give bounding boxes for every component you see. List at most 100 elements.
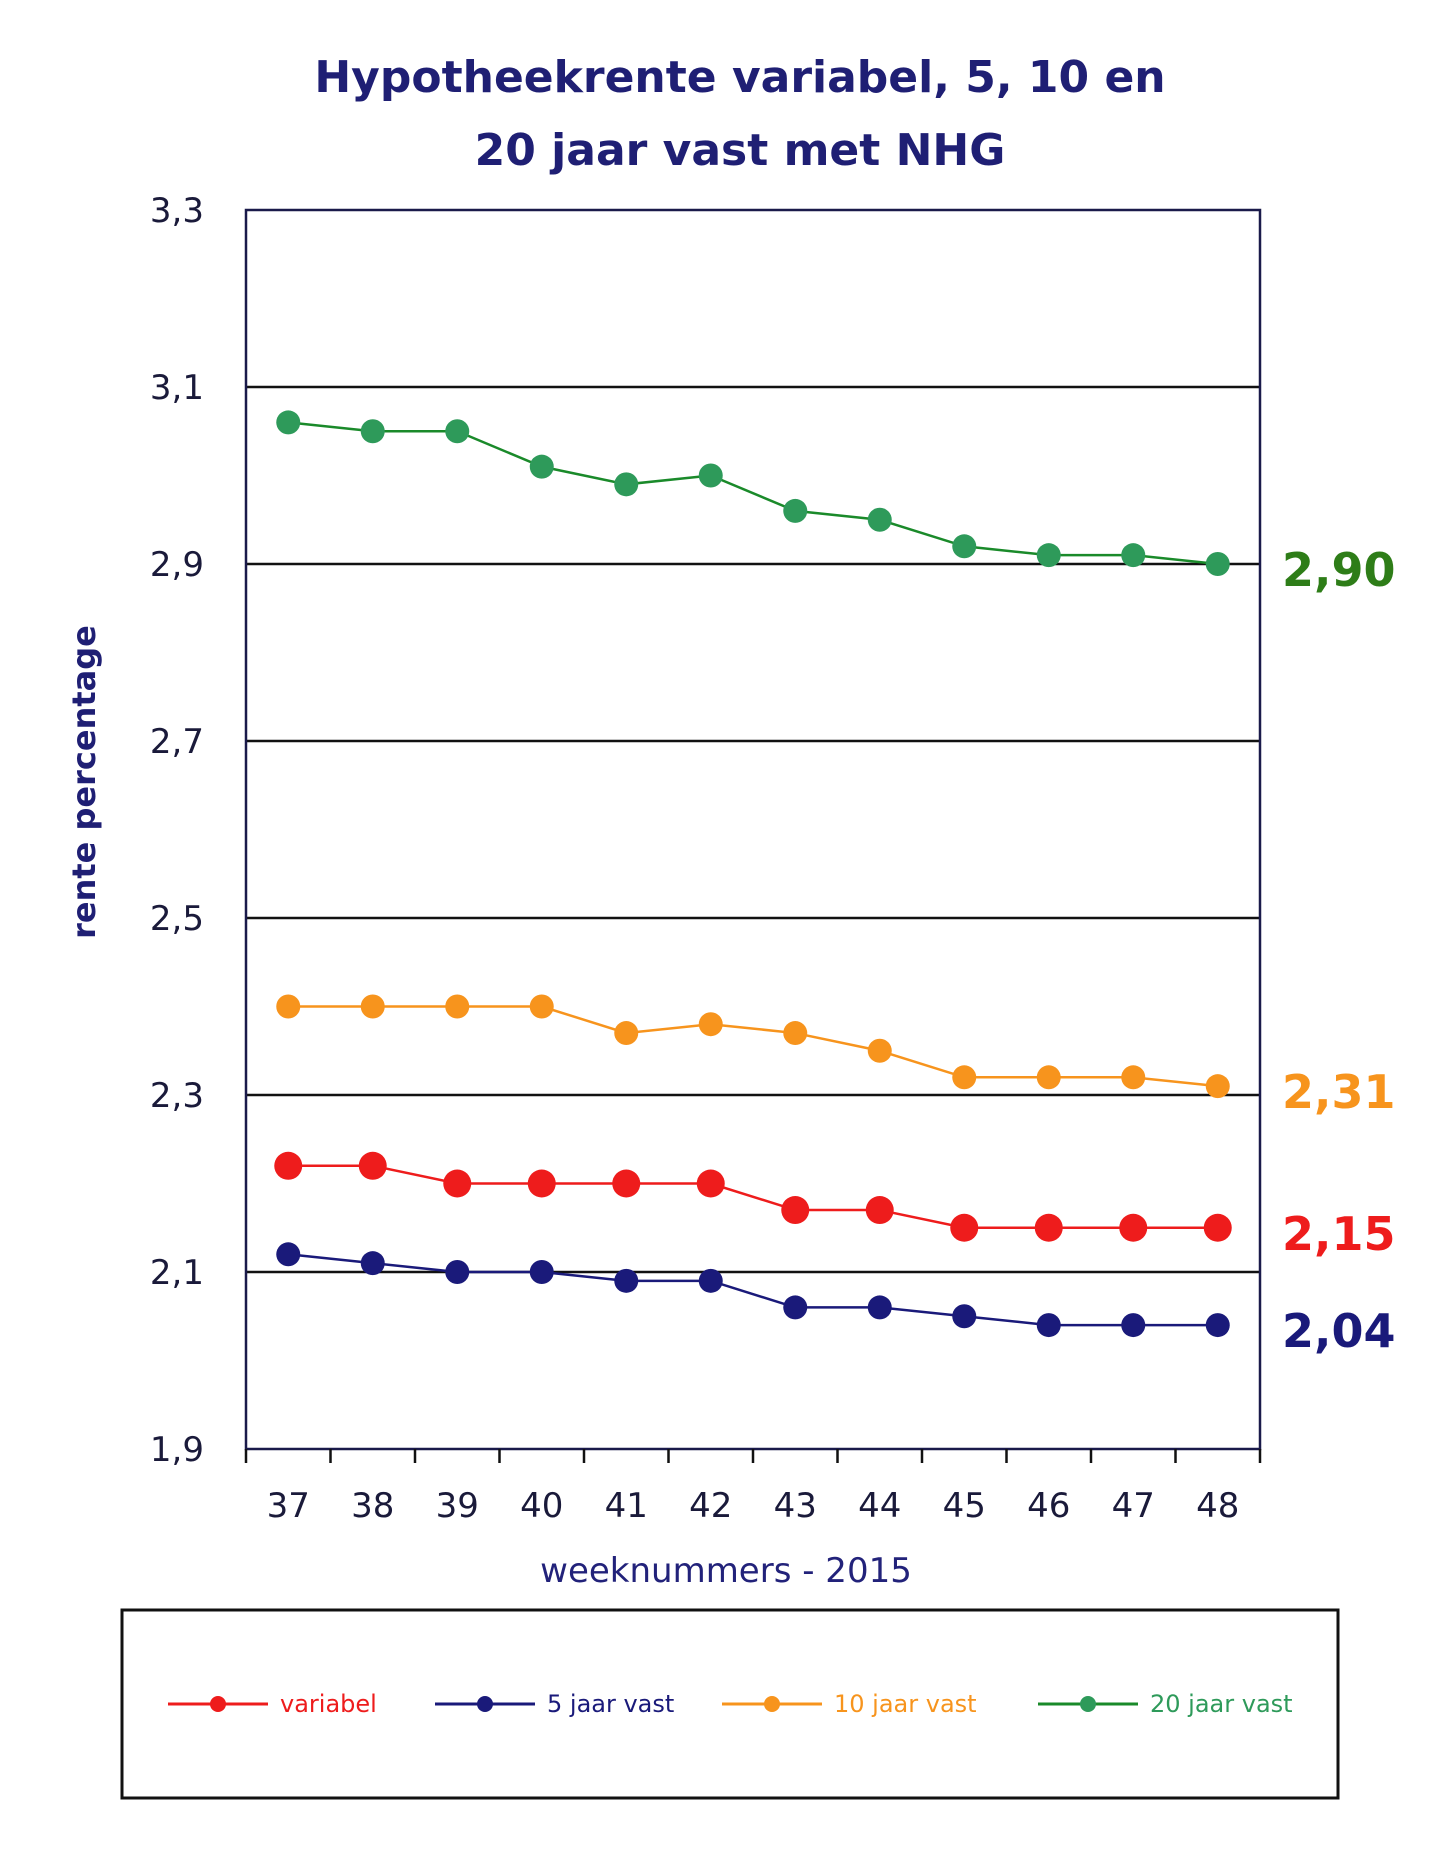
x-tick-label: 46 <box>1027 1486 1070 1526</box>
data-point <box>783 498 808 523</box>
y-tick-label: 2,9 <box>150 545 204 585</box>
data-point <box>1121 543 1146 568</box>
data-point <box>865 1196 894 1225</box>
end-value-label: 2,15 <box>1282 1207 1396 1261</box>
data-point <box>952 1065 977 1090</box>
data-point <box>698 1012 723 1037</box>
series-line <box>288 1164 1218 1229</box>
data-point <box>867 1038 892 1063</box>
end-value-label: 2,90 <box>1282 543 1396 597</box>
data-point <box>445 1260 470 1284</box>
data-point <box>1203 1213 1232 1242</box>
x-tick-label: 48 <box>1196 1486 1239 1526</box>
end-value-label: 2,31 <box>1282 1065 1396 1119</box>
data-point <box>783 1295 808 1320</box>
data-point <box>1205 1074 1230 1099</box>
y-tick-label: 3,3 <box>150 191 204 231</box>
x-tick-label: 38 <box>351 1486 394 1526</box>
data-point <box>529 454 554 479</box>
x-tick-label: 40 <box>520 1486 563 1526</box>
legend-label: variabel <box>280 1690 377 1718</box>
data-point <box>950 1213 979 1242</box>
x-tick-label: 37 <box>267 1486 310 1526</box>
data-point <box>1036 1313 1061 1338</box>
data-point <box>614 1268 639 1293</box>
plot-area <box>244 208 1262 1451</box>
data-point <box>783 1021 808 1046</box>
gridlines <box>246 385 1260 1274</box>
data-point <box>1036 1065 1061 1090</box>
data-point <box>1205 552 1230 576</box>
legend-marker <box>210 1696 226 1712</box>
data-point <box>1119 1213 1148 1242</box>
data-point <box>1036 543 1061 568</box>
series-line <box>288 421 1218 566</box>
data-point <box>698 463 723 488</box>
data-point <box>527 1169 556 1198</box>
chart-title-line-1: Hypotheekrente variabel, 5, 10 en <box>314 52 1165 103</box>
x-axis-title: weeknummers - 2015 <box>540 1551 912 1591</box>
x-tick-label: 41 <box>605 1486 648 1526</box>
y-tick-label: 1,9 <box>150 1430 204 1470</box>
y-axis-title: rente percentage <box>65 625 103 939</box>
legend-item: 5 jaar vast <box>435 1690 674 1718</box>
series-variabel <box>274 1151 1232 1242</box>
chart-title-line-2: 20 jaar vast met NHG <box>475 125 1006 176</box>
x-tick-label: 43 <box>774 1486 817 1526</box>
data-point <box>1121 1313 1146 1338</box>
data-point <box>360 1251 385 1276</box>
y-tick-label: 2,3 <box>150 1076 204 1116</box>
data-point <box>360 994 385 1019</box>
data-point <box>1205 1313 1230 1338</box>
legend-marker <box>764 1696 780 1712</box>
data-point <box>445 994 470 1019</box>
data-point <box>358 1151 387 1180</box>
data-point <box>276 410 301 435</box>
series-group <box>274 410 1232 1338</box>
legend-items: variabel 5 jaar vast 10 jaar vast 20 jaar v… <box>168 1690 1293 1718</box>
data-point <box>952 534 977 559</box>
x-tick-label: 45 <box>943 1486 986 1526</box>
legend-label: 5 jaar vast <box>547 1690 674 1718</box>
y-tick-label: 2,7 <box>150 722 204 762</box>
data-point <box>1034 1213 1063 1242</box>
y-tick-label: 2,1 <box>150 1253 204 1293</box>
series-5-jaar-vast <box>276 1242 1230 1338</box>
end-value-label: 2,04 <box>1282 1304 1396 1358</box>
legend-marker <box>1080 1696 1096 1712</box>
data-point <box>781 1196 810 1225</box>
data-point <box>360 419 385 444</box>
x-tick-label: 44 <box>858 1486 901 1526</box>
y-tick-label: 2,5 <box>150 899 204 939</box>
legend-marker <box>477 1696 493 1712</box>
data-point <box>614 472 639 497</box>
data-point <box>952 1304 977 1329</box>
data-point <box>614 1021 639 1046</box>
legend-label: 10 jaar vast <box>834 1690 977 1718</box>
end-labels: 2,15 2,04 2,31 2,90 <box>1282 543 1396 1358</box>
data-point <box>445 419 470 444</box>
series-20-jaar-vast <box>276 410 1230 576</box>
x-tick-label: 39 <box>436 1486 479 1526</box>
data-point <box>274 1151 303 1180</box>
data-point <box>529 994 554 1019</box>
y-axis: 1,9 2,1 2,3 2,5 2,7 2,9 3,1 3,3 <box>150 191 204 1470</box>
legend-item: variabel <box>168 1690 377 1718</box>
data-point <box>1121 1065 1146 1090</box>
data-point <box>276 994 301 1019</box>
data-point <box>698 1268 723 1293</box>
data-point <box>612 1169 641 1198</box>
series-10-jaar-vast <box>276 994 1230 1099</box>
y-tick-label: 3,1 <box>150 368 204 408</box>
x-axis: 37 38 39 40 41 42 43 44 45 46 47 48 <box>244 1449 1262 1526</box>
data-point <box>276 1242 301 1267</box>
x-tick-label: 42 <box>689 1486 732 1526</box>
series-line <box>288 1005 1218 1088</box>
x-tick-label: 47 <box>1112 1486 1155 1526</box>
legend-label: 20 jaar vast <box>1150 1690 1293 1718</box>
data-point <box>696 1169 725 1198</box>
series-line <box>288 1253 1218 1327</box>
legend-item: 20 jaar vast <box>1038 1690 1293 1718</box>
data-point <box>443 1169 472 1198</box>
